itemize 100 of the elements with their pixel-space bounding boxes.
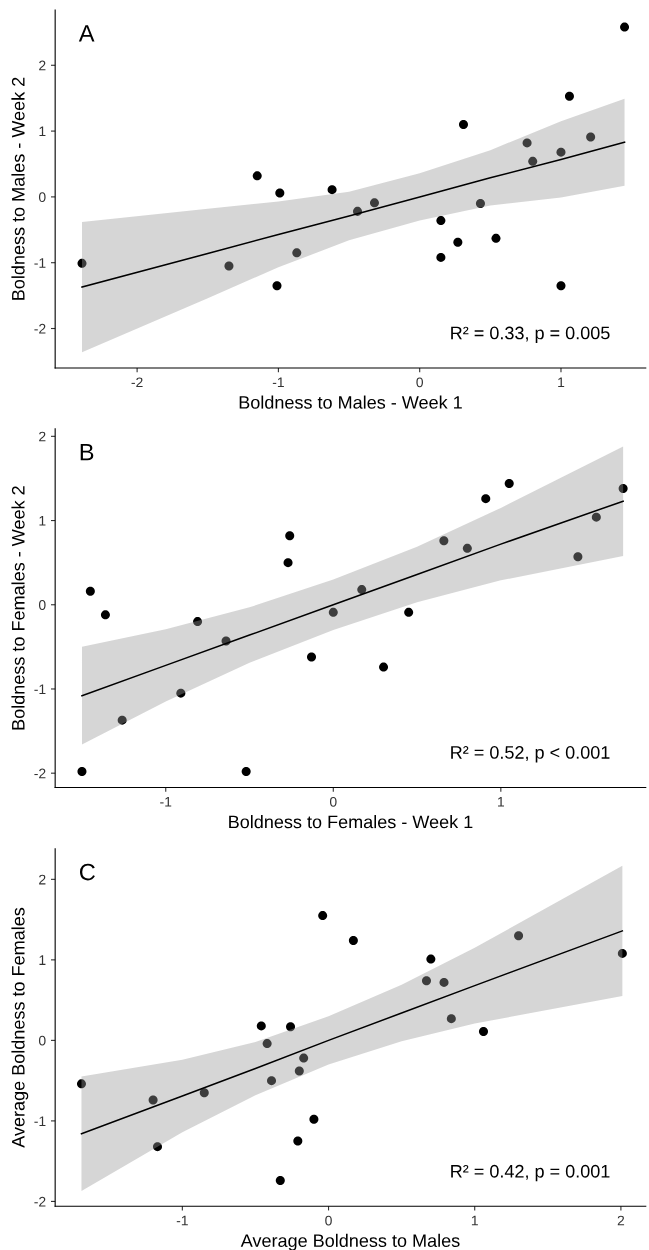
y-tick-label: 2 — [39, 431, 46, 442]
x-tick-label: 1 — [471, 1215, 478, 1226]
x-tick-label: -1 — [272, 377, 284, 388]
point — [176, 688, 186, 698]
point — [100, 610, 110, 620]
point — [481, 494, 491, 504]
point — [586, 132, 596, 142]
y-axis-title: Boldness to Females - Week 2 — [11, 486, 25, 730]
x-tick-label: 0 — [325, 1215, 332, 1226]
point — [309, 1114, 319, 1124]
point — [528, 156, 538, 166]
point — [292, 248, 302, 258]
x-axis-title: Boldness to Males - Week 1 — [239, 395, 462, 409]
point — [293, 1136, 303, 1146]
annotation: R² = 0.42, p = 0.001 — [451, 1164, 610, 1182]
point — [573, 552, 583, 562]
point — [446, 1014, 456, 1024]
point — [617, 948, 627, 958]
point — [328, 607, 338, 617]
point — [193, 617, 203, 627]
x-tick-label: -2 — [131, 377, 143, 388]
point — [252, 171, 262, 181]
line-series — [80, 930, 624, 1135]
y-tick-label: 2 — [39, 874, 46, 885]
point — [299, 1053, 309, 1063]
point — [564, 91, 574, 101]
y-tick-label: -1 — [34, 258, 46, 268]
point — [404, 607, 414, 617]
point — [458, 120, 468, 130]
y-tick-label: 0 — [38, 600, 46, 610]
point — [77, 258, 87, 268]
point — [85, 586, 95, 596]
point — [556, 281, 566, 291]
y-tick-label: -1 — [34, 1116, 46, 1126]
y-tick-label: -2 — [34, 1196, 46, 1207]
point — [475, 198, 485, 208]
point — [348, 936, 358, 946]
point — [199, 1088, 209, 1098]
annotation: A — [78, 25, 95, 42]
point — [256, 1021, 266, 1031]
x-tick-label: 1 — [558, 377, 565, 388]
point — [148, 1095, 158, 1105]
line-series — [81, 500, 624, 697]
point — [453, 237, 463, 247]
y-tick-label: -2 — [34, 323, 46, 334]
x-axis-title: Average Boldness to Males — [240, 1233, 460, 1250]
point — [285, 531, 295, 541]
y-tick-label: 1 — [39, 955, 46, 965]
point — [504, 478, 514, 488]
x-tick-label: -1 — [176, 1215, 188, 1226]
annotation: C — [79, 863, 95, 881]
point — [241, 767, 251, 776]
y-tick-label: 2 — [39, 60, 46, 71]
point — [436, 252, 446, 262]
y-tick-label: 1 — [39, 126, 46, 137]
point — [436, 216, 446, 226]
point — [152, 1142, 162, 1152]
annotation: B — [80, 443, 94, 461]
point — [379, 662, 389, 672]
point — [117, 715, 127, 725]
y-tick-label: -1 — [34, 684, 46, 694]
point — [294, 1066, 304, 1076]
point — [327, 185, 337, 195]
point — [618, 484, 628, 494]
point — [76, 1079, 86, 1089]
point — [591, 512, 601, 522]
point — [318, 911, 328, 921]
point — [556, 147, 566, 157]
annotation: R² = 0.52, p < 0.001 — [451, 746, 610, 763]
y-axis-title: Boldness to Males - Week 2 — [11, 77, 25, 300]
point — [421, 976, 431, 986]
point — [426, 954, 436, 964]
point — [275, 188, 285, 198]
point — [478, 1027, 488, 1037]
x-axis-title: Boldness to Females - Week 1 — [229, 815, 473, 829]
point — [439, 977, 449, 987]
x-tick-label: 2 — [617, 1215, 625, 1226]
y-tick-label: 1 — [39, 516, 46, 526]
x-tick-label: 1 — [498, 797, 505, 807]
line-series — [81, 141, 626, 288]
y-tick-label: 0 — [38, 192, 46, 203]
point — [272, 281, 282, 291]
point — [522, 138, 532, 148]
y-tick-label: 0 — [38, 1035, 46, 1046]
point — [491, 233, 501, 243]
point — [286, 1022, 296, 1032]
point — [262, 1039, 272, 1049]
point — [369, 198, 379, 208]
point — [267, 1076, 277, 1086]
point — [462, 543, 472, 553]
y-axis-title: Average Boldness to Females — [11, 907, 29, 1148]
point — [357, 585, 367, 595]
point — [514, 931, 524, 941]
x-tick-label: 0 — [329, 796, 337, 807]
point — [275, 1175, 285, 1185]
point — [283, 558, 293, 568]
x-tick-label: 0 — [416, 377, 424, 388]
point — [307, 652, 317, 662]
y-tick-label: -2 — [34, 768, 46, 779]
point — [620, 22, 630, 32]
